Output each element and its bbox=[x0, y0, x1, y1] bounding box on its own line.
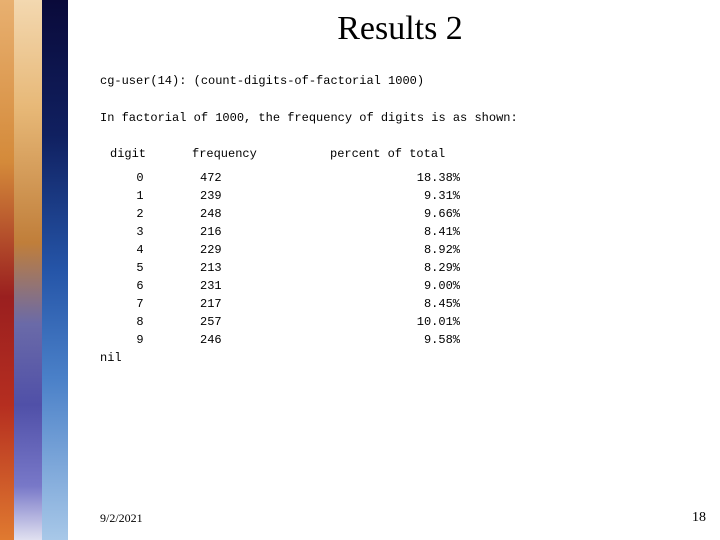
cell-percent: 9.31% bbox=[300, 187, 460, 205]
cell-frequency: 248 bbox=[180, 205, 300, 223]
cell-digit: 0 bbox=[100, 169, 180, 187]
cell-frequency: 257 bbox=[180, 313, 300, 331]
cell-digit: 2 bbox=[100, 205, 180, 223]
cell-digit: 6 bbox=[100, 277, 180, 295]
cell-percent: 10.01% bbox=[300, 313, 460, 331]
cell-percent: 9.66% bbox=[300, 205, 460, 223]
decorative-sidebar bbox=[0, 0, 68, 540]
footer-date: 9/2/2021 bbox=[100, 511, 143, 526]
table-row: 32168.41% bbox=[100, 223, 700, 241]
table-row: 52138.29% bbox=[100, 259, 700, 277]
cell-digit: 9 bbox=[100, 331, 180, 349]
table-header-row: digit frequency percent of total bbox=[100, 145, 700, 163]
cell-frequency: 231 bbox=[180, 277, 300, 295]
table-row: 92469.58% bbox=[100, 331, 700, 349]
footer-page-number: 18 bbox=[692, 510, 706, 526]
cell-digit: 3 bbox=[100, 223, 180, 241]
cell-percent: 18.38% bbox=[300, 169, 460, 187]
table-row: 22489.66% bbox=[100, 205, 700, 223]
header-digit: digit bbox=[100, 145, 180, 163]
cell-frequency: 216 bbox=[180, 223, 300, 241]
cell-percent: 8.92% bbox=[300, 241, 460, 259]
command-line: cg-user(14): (count-digits-of-factorial … bbox=[100, 72, 700, 91]
table-row: 62319.00% bbox=[100, 277, 700, 295]
slide-content: Results 2 cg-user(14): (count-digits-of-… bbox=[100, 4, 700, 520]
nil-line: nil bbox=[100, 349, 700, 368]
sidebar-stripe bbox=[14, 0, 42, 540]
table-row: 72178.45% bbox=[100, 295, 700, 313]
cell-percent: 9.58% bbox=[300, 331, 460, 349]
table-row: 12399.31% bbox=[100, 187, 700, 205]
cell-digit: 5 bbox=[100, 259, 180, 277]
sidebar-stripe bbox=[42, 0, 68, 540]
cell-frequency: 472 bbox=[180, 169, 300, 187]
cell-frequency: 246 bbox=[180, 331, 300, 349]
table-row: 42298.92% bbox=[100, 241, 700, 259]
cell-percent: 9.00% bbox=[300, 277, 460, 295]
table-row: 047218.38% bbox=[100, 169, 700, 187]
cell-frequency: 229 bbox=[180, 241, 300, 259]
table-row: 825710.01% bbox=[100, 313, 700, 331]
cell-percent: 8.45% bbox=[300, 295, 460, 313]
cell-digit: 8 bbox=[100, 313, 180, 331]
cell-frequency: 217 bbox=[180, 295, 300, 313]
header-percent: percent of total bbox=[300, 145, 500, 163]
cell-frequency: 239 bbox=[180, 187, 300, 205]
header-frequency: frequency bbox=[180, 145, 300, 163]
cell-digit: 4 bbox=[100, 241, 180, 259]
frequency-table: digit frequency percent of total 047218.… bbox=[100, 145, 700, 368]
sidebar-stripe bbox=[0, 0, 14, 540]
cell-percent: 8.29% bbox=[300, 259, 460, 277]
cell-digit: 1 bbox=[100, 187, 180, 205]
slide-title: Results 2 bbox=[140, 10, 660, 48]
cell-percent: 8.41% bbox=[300, 223, 460, 241]
cell-frequency: 213 bbox=[180, 259, 300, 277]
cell-digit: 7 bbox=[100, 295, 180, 313]
description-line: In factorial of 1000, the frequency of d… bbox=[100, 109, 700, 128]
